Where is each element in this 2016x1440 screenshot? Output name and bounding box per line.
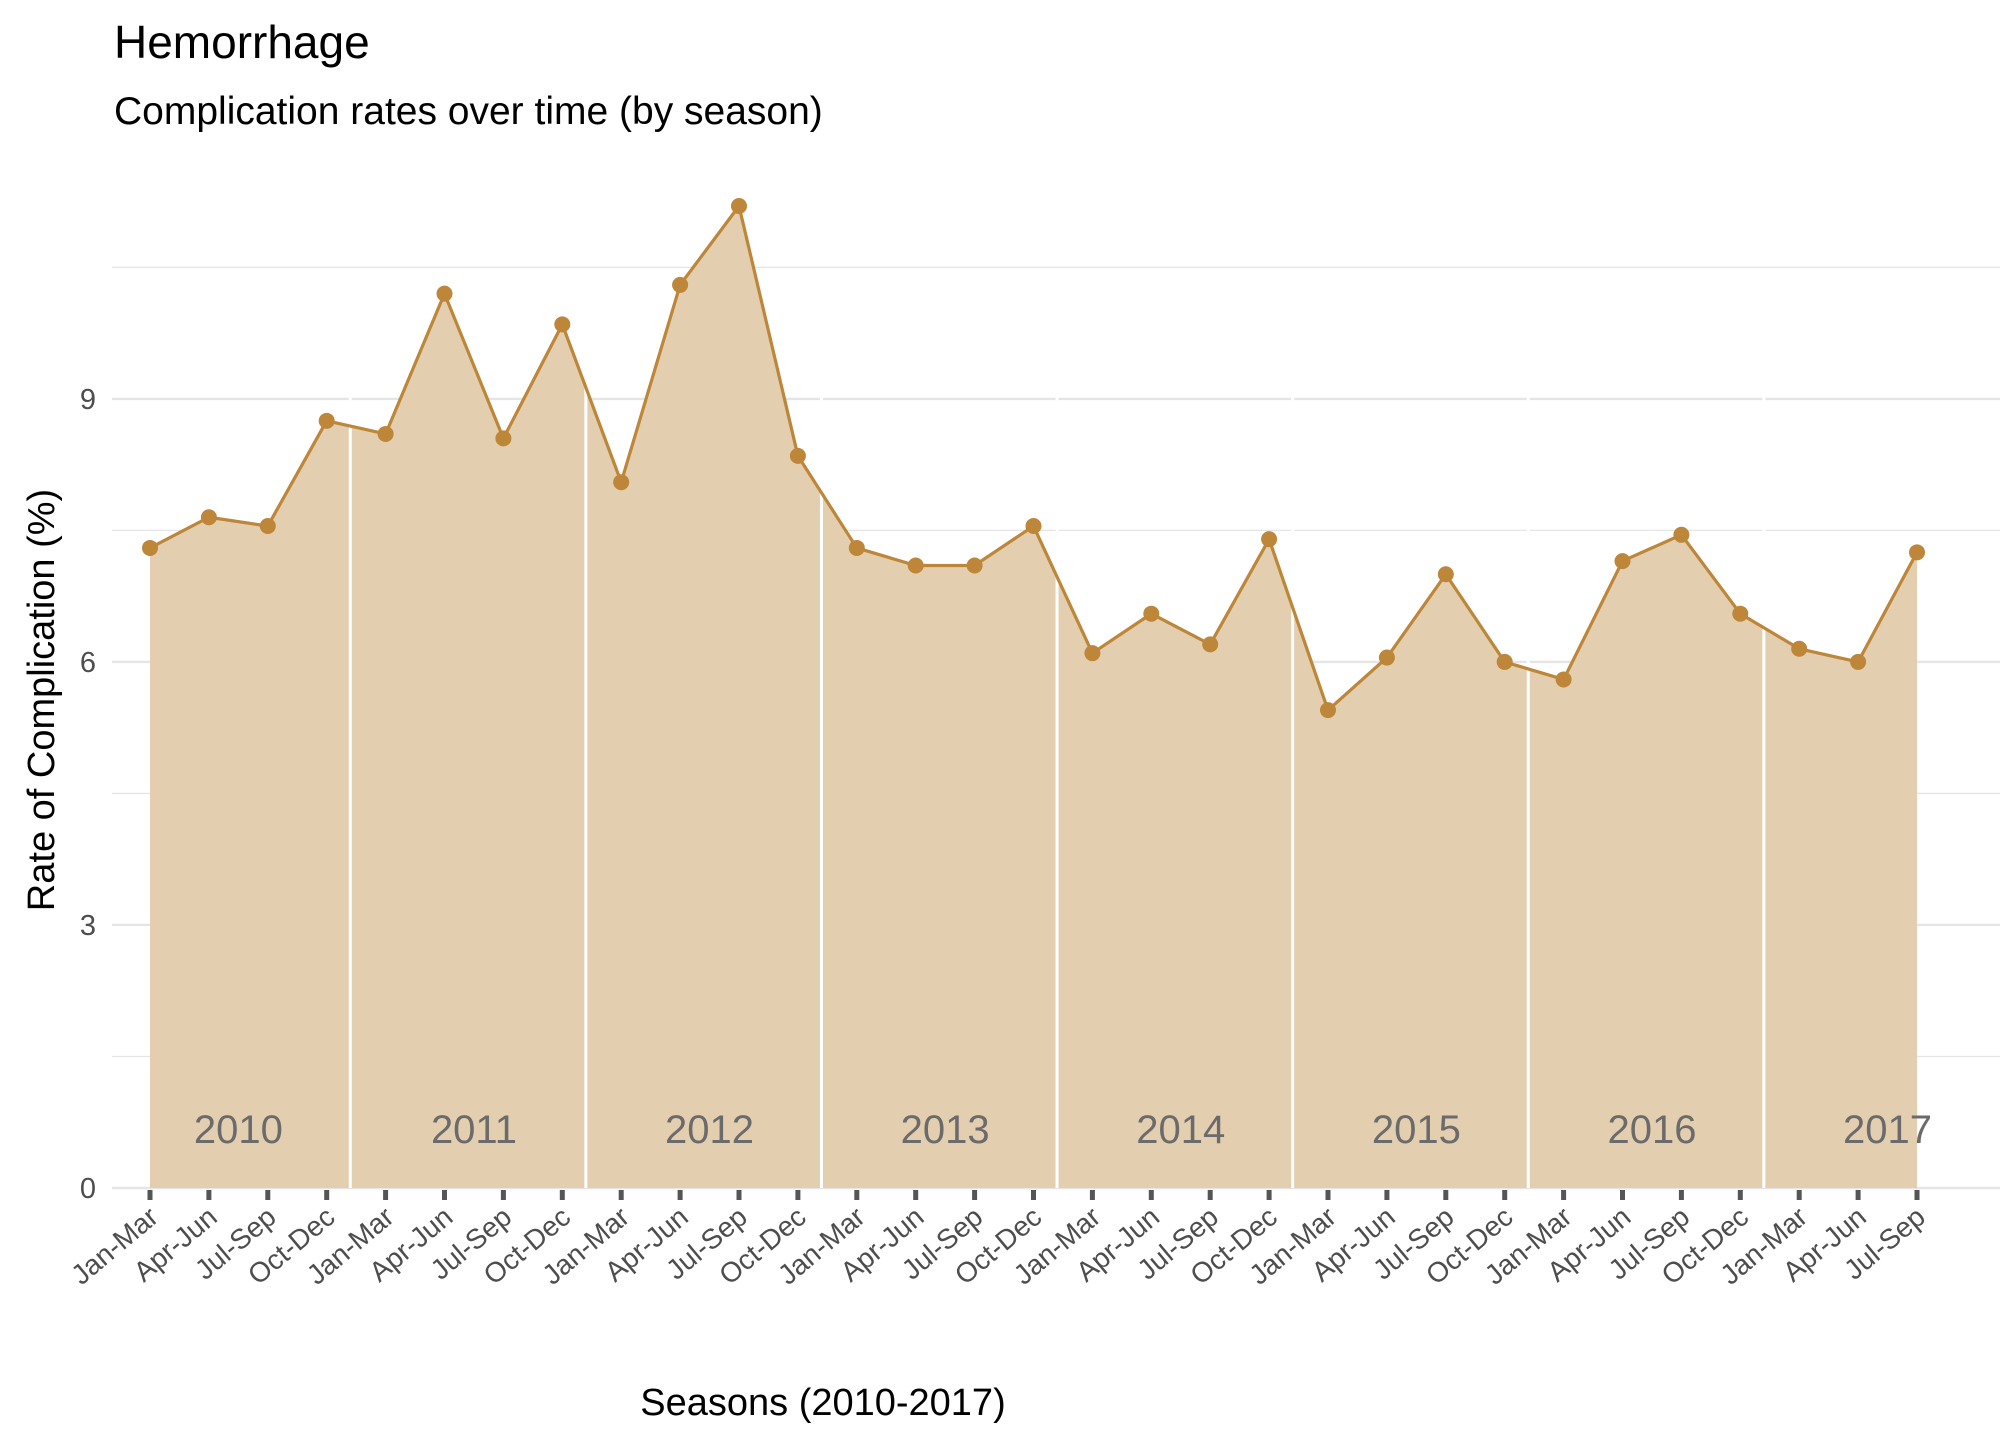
- data-point: [1555, 671, 1572, 688]
- data-point: [495, 430, 512, 447]
- data-point: [789, 447, 806, 464]
- data-point: [1673, 526, 1690, 543]
- data-point: [966, 557, 983, 574]
- year-label: 2017: [1843, 1108, 1932, 1152]
- year-label: 2014: [1136, 1108, 1225, 1152]
- data-point: [318, 412, 335, 429]
- year-separators: [348, 380, 1766, 1188]
- year-label: 2015: [1372, 1108, 1461, 1152]
- data-points: [142, 198, 1925, 719]
- year-label: 2013: [901, 1108, 990, 1152]
- y-axis-title: Rate of Complication (%): [21, 489, 63, 911]
- y-tick-label: 3: [80, 910, 96, 942]
- data-point: [672, 276, 689, 293]
- year-label: 2012: [665, 1108, 754, 1152]
- data-point: [613, 474, 630, 491]
- y-tick-label: 0: [80, 1173, 96, 1205]
- data-point: [259, 518, 276, 535]
- y-tick-label: 9: [80, 384, 96, 416]
- y-tick-label: 6: [80, 647, 96, 679]
- data-point: [1143, 605, 1160, 622]
- area-layer: [150, 206, 1917, 1188]
- data-point: [1261, 531, 1278, 548]
- data-point: [1791, 640, 1808, 657]
- x-axis-ticks: Jan-MarApr-JunJul-SepOct-DecJan-MarApr-J…: [65, 1190, 1931, 1291]
- data-point: [1732, 605, 1749, 622]
- data-point: [1320, 702, 1336, 719]
- data-point: [731, 198, 747, 214]
- chart-subtitle: Complication rates over time (by season): [114, 90, 823, 133]
- data-point: [1437, 566, 1454, 583]
- data-point: [1084, 645, 1101, 662]
- year-labels: 2010 2011 2012 2013 2014 2015 2016 2017: [194, 1108, 1932, 1152]
- x-axis-title: Seasons (2010-2017): [640, 1382, 1005, 1424]
- data-point: [1909, 544, 1925, 561]
- data-point: [142, 539, 158, 556]
- data-point: [1202, 636, 1219, 653]
- area-fill: [150, 206, 1917, 1188]
- data-point: [1378, 649, 1395, 666]
- data-point: [436, 285, 453, 302]
- data-point: [907, 557, 924, 574]
- chart-title: Hemorrhage: [114, 16, 370, 68]
- data-point: [1614, 553, 1631, 570]
- data-point: [1850, 653, 1867, 670]
- year-label: 2016: [1607, 1108, 1696, 1152]
- data-point: [848, 539, 865, 556]
- data-point: [1496, 653, 1513, 670]
- data-point: [377, 425, 394, 442]
- data-point: [1025, 518, 1042, 535]
- y-axis-ticks: 0 3 6 9: [80, 384, 96, 1205]
- year-label: 2010: [194, 1108, 283, 1152]
- year-label: 2011: [431, 1108, 517, 1152]
- data-point: [554, 316, 571, 333]
- data-point: [200, 509, 217, 526]
